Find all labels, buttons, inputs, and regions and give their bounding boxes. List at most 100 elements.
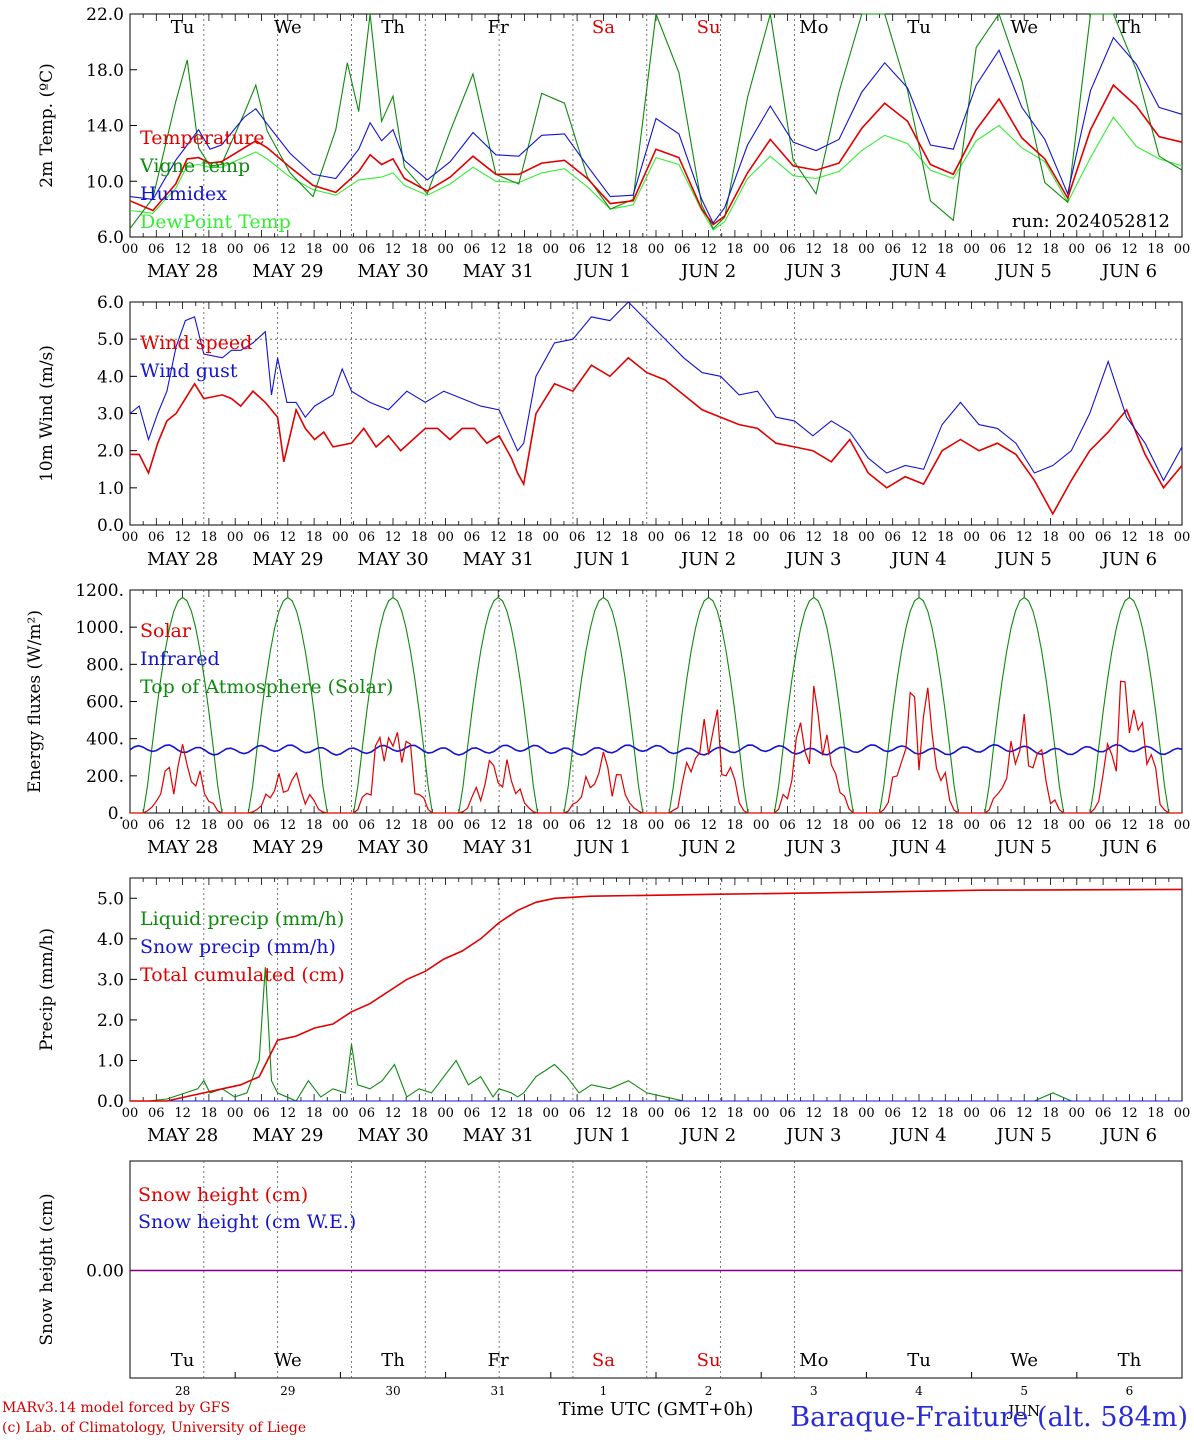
y-tick-label: 2.0 [97,1011,124,1031]
legend-entry: Temperature [140,127,264,149]
panel-5: Snow height (cm) [37,1160,1183,1379]
legend-entry: DewPoint Temp [140,211,291,233]
y-axis-label: Precip (mm/h) [37,928,57,1051]
y-axis-label: Energy fluxes (W/m²) [25,610,45,793]
hour-label: 06 [674,818,691,833]
hour-label: 12 [1121,1106,1138,1121]
hour-label: 12 [385,1106,402,1121]
hour-label: 18 [411,242,428,257]
hour-label: 12 [1121,818,1138,833]
date-label: MAY 29 [252,549,323,570]
hour-label: 12 [385,530,402,545]
legend-entry: Snow height (cm W.E.) [138,1211,356,1233]
date-label: JUN 6 [1100,549,1157,570]
hour-label: 06 [779,1106,796,1121]
hour-label: 18 [1042,1106,1059,1121]
series-wind-gust [129,301,1183,482]
weekday-label: Tu [907,17,931,38]
hour-label: 06 [884,242,901,257]
hour-label: 18 [516,818,533,833]
weekday-label-bottom: Th [1118,1350,1142,1371]
hour-label: 12 [385,242,402,257]
hour-label: 12 [700,242,717,257]
y-tick-label: 2.0 [97,442,124,462]
date-label: JUN 1 [574,549,631,570]
series-total-cumulated-cm- [130,888,1183,1102]
hour-label: 18 [201,1106,218,1121]
series-wind-speed [130,356,1183,516]
date-label: JUN 4 [889,837,946,858]
y-tick-label: 4.0 [97,930,124,950]
hour-label: 18 [621,530,638,545]
day-number: 3 [810,1384,818,1398]
hour-label: 00 [332,1106,349,1121]
hour-label: 06 [569,818,586,833]
hour-label: 18 [1042,530,1059,545]
hour-label: 00 [437,530,454,545]
y-tick-label: 3.0 [97,405,124,425]
hour-label: 18 [621,1106,638,1121]
hour-label: 12 [806,242,823,257]
hour-label: 00 [858,242,875,257]
y-tick-label: 800. [86,655,124,675]
date-label: MAY 29 [252,1125,323,1146]
hour-label: 06 [253,242,270,257]
hour-label: 18 [1147,242,1164,257]
hour-label: 18 [516,1106,533,1121]
hour-label: 12 [385,818,402,833]
date-label: MAY 28 [147,837,218,858]
date-label: JUN 2 [679,1125,736,1146]
hour-label: 12 [280,242,297,257]
weekday-label-bottom: Tu [171,1350,195,1371]
hour-label: 12 [700,530,717,545]
y-axis-label: 10m Wind (m/s) [37,345,57,482]
date-label: JUN 4 [889,261,946,282]
hour-label: 12 [490,818,507,833]
hour-label: 12 [1121,530,1138,545]
hour-label: 00 [1174,818,1191,833]
hour-label: 06 [990,818,1007,833]
day-number: 28 [175,1384,190,1398]
y-axis-label: Snow height (cm) [37,1193,57,1345]
hour-label: 12 [911,242,928,257]
hour-label: 18 [727,242,744,257]
legend-entry: Humidex [140,183,227,205]
panel-1: 00 06 12 18 MAY 28 00 06 12 18 MAY 29 00 06 12 18 MAY … [37,5,1190,282]
hour-label: 06 [990,242,1007,257]
hour-label: 18 [937,530,954,545]
y-tick-label: 18.0 [86,61,124,81]
hour-label: 06 [779,530,796,545]
hour-label: 18 [411,818,428,833]
hour-label: 12 [280,1106,297,1121]
day-number: 29 [280,1384,295,1398]
legend-entry: Snow precip (mm/h) [140,936,336,958]
panel-2: 00 06 12 18 MAY 28 00 06 12 18 MAY 29 00 06 12 18 MAY … [37,293,1190,570]
hour-label: 18 [411,1106,428,1121]
hour-label: 12 [490,530,507,545]
hour-label: 00 [332,818,349,833]
hour-label: 06 [253,530,270,545]
hour-label: 00 [1069,818,1086,833]
hour-label: 18 [1147,1106,1164,1121]
date-label: MAY 31 [463,837,534,858]
y-tick-label: 3.0 [97,970,124,990]
hour-label: 12 [1016,818,1033,833]
date-label: MAY 30 [357,837,428,858]
hour-label: 18 [727,818,744,833]
hour-label: 00 [543,530,560,545]
date-label: MAY 31 [463,1125,534,1146]
hour-label: 06 [464,818,481,833]
panel-4: 00 06 12 18 MAY 28 00 06 12 18 MAY 29 00 06 12 18 MAY … [37,877,1190,1146]
hour-label: 18 [937,242,954,257]
hour-label: 18 [727,1106,744,1121]
legend-entry: Top of Atmosphere (Solar) [140,676,393,698]
hour-label: 18 [1147,818,1164,833]
date-label: MAY 28 [147,261,218,282]
hour-label: 18 [201,818,218,833]
y-tick-label: 1.0 [97,1051,124,1071]
hour-label: 06 [990,1106,1007,1121]
hour-label: 00 [437,818,454,833]
hour-label: 18 [937,1106,954,1121]
hour-label: 06 [569,242,586,257]
y-tick-label: 0.0 [97,516,124,536]
